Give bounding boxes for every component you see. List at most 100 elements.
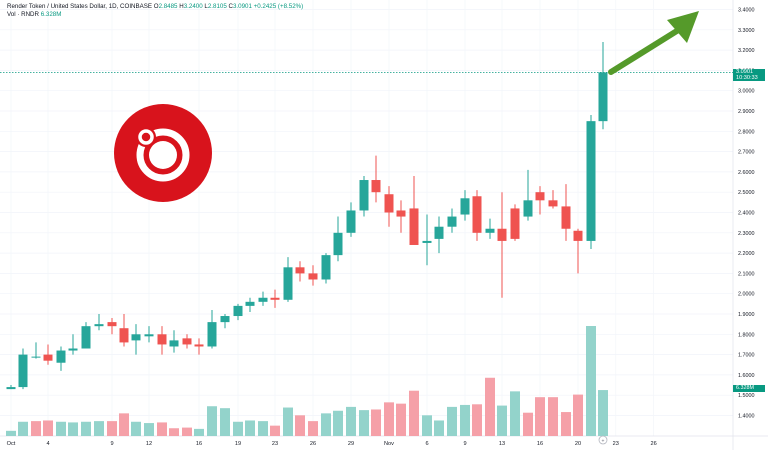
volume-bar bbox=[409, 390, 419, 436]
date-tick-label: 16 bbox=[196, 441, 202, 447]
close-value: 3.0901 bbox=[232, 3, 252, 10]
volume-bar bbox=[18, 421, 28, 436]
candle-body bbox=[371, 180, 381, 193]
volume-bar bbox=[561, 412, 571, 436]
volume-label[interactable]: Vol · RNDR bbox=[7, 11, 39, 18]
volume-bar bbox=[308, 421, 318, 436]
candle-body bbox=[119, 328, 129, 343]
volume-bar bbox=[396, 403, 406, 436]
price-axis[interactable]: 3.40003.30003.20003.10003.00002.90002.80… bbox=[738, 8, 755, 420]
candle-body bbox=[573, 230, 583, 241]
close-label: C bbox=[228, 3, 233, 10]
candle-body bbox=[523, 200, 533, 217]
candle-body bbox=[422, 240, 432, 243]
price-tick-label: 3.4000 bbox=[738, 8, 755, 14]
candle-body bbox=[157, 334, 167, 345]
volume-bar bbox=[447, 406, 457, 436]
candle-body bbox=[131, 334, 141, 341]
candle-body bbox=[497, 228, 507, 241]
volume-bar bbox=[384, 402, 394, 436]
volume-bar bbox=[220, 408, 230, 436]
date-tick-label: 26 bbox=[650, 441, 656, 447]
candle-body bbox=[434, 226, 444, 239]
price-tick-label: 2.7000 bbox=[738, 150, 755, 156]
price-tick-label: 1.7000 bbox=[738, 353, 755, 359]
volume-bar bbox=[510, 391, 520, 436]
candle-body bbox=[485, 228, 495, 233]
volume-bar bbox=[472, 404, 482, 436]
candle-body bbox=[233, 305, 243, 317]
candle-body bbox=[220, 316, 230, 323]
render-token-logo-icon bbox=[114, 104, 212, 202]
volume-bar bbox=[157, 422, 167, 436]
candle-body bbox=[258, 297, 268, 302]
volume-bar bbox=[333, 410, 343, 436]
date-tick-label: 23 bbox=[272, 441, 278, 447]
volume-tag: 6.328M bbox=[733, 385, 765, 392]
date-tick-label: Nov bbox=[384, 441, 394, 447]
volume-bar bbox=[346, 406, 356, 436]
symbol-title[interactable]: Render Token / United States Dollar, 1D,… bbox=[7, 3, 153, 10]
volume-bar bbox=[548, 397, 558, 436]
volume-value: 6.328M bbox=[40, 11, 62, 18]
date-tick-label: 13 bbox=[499, 441, 505, 447]
volume-bar bbox=[43, 420, 53, 436]
date-tick-label: 26 bbox=[310, 441, 316, 447]
volume-bar bbox=[295, 415, 305, 436]
volume-bar bbox=[359, 410, 369, 436]
price-tick-label: 2.9000 bbox=[738, 109, 755, 115]
volume-bar bbox=[107, 421, 117, 436]
candle-body bbox=[396, 210, 406, 217]
price-tick-label: 2.8000 bbox=[738, 129, 755, 135]
time-axis[interactable]: Oct 4 9 12 16 19 23 26 29 Nov 6 9 13 16 20 23 26 bbox=[7, 441, 657, 447]
date-tick-label: 19 bbox=[235, 441, 241, 447]
candle-body bbox=[245, 301, 255, 306]
price-tick-label: 3.2000 bbox=[738, 48, 755, 54]
volume-bar bbox=[523, 412, 533, 436]
date-tick-label: 4 bbox=[46, 441, 49, 447]
candle-body bbox=[270, 297, 280, 300]
candle-body bbox=[333, 232, 343, 256]
price-tick-label: 1.4000 bbox=[738, 414, 755, 420]
price-tick-label: 2.6000 bbox=[738, 170, 755, 176]
candle-body bbox=[207, 322, 217, 347]
price-tick-label: 2.4000 bbox=[738, 211, 755, 217]
candle-body bbox=[169, 340, 179, 347]
candle-body bbox=[346, 210, 356, 233]
candle-body bbox=[359, 180, 369, 211]
bar-countdown: 10:30:33 bbox=[736, 75, 758, 81]
svg-text:+: + bbox=[602, 438, 605, 444]
date-tick-label: 20 bbox=[575, 441, 581, 447]
volume-bar bbox=[207, 406, 217, 436]
volume-bar bbox=[460, 404, 470, 436]
projection-arrow-icon bbox=[608, 11, 699, 75]
volume-bar bbox=[182, 427, 192, 436]
candle-body bbox=[94, 324, 104, 327]
candle-body bbox=[295, 267, 305, 274]
candle-body bbox=[43, 354, 53, 361]
price-tick-label: 3.3000 bbox=[738, 28, 755, 34]
date-tick-label: 9 bbox=[110, 441, 113, 447]
candle-body bbox=[182, 338, 192, 345]
price-tick-label: 2.0000 bbox=[738, 292, 755, 298]
candle-body bbox=[56, 350, 66, 363]
last-price-tag: 3.0901 10:30:33 bbox=[733, 69, 765, 81]
volume-bar bbox=[233, 421, 243, 436]
price-tick-label: 1.9000 bbox=[738, 312, 755, 318]
price-tick-label: 3.0000 bbox=[738, 89, 755, 95]
volume-bar bbox=[144, 423, 154, 436]
volume-bars bbox=[6, 326, 608, 436]
price-tick-label: 1.8000 bbox=[738, 332, 755, 338]
candle-body bbox=[144, 334, 154, 337]
candle-body bbox=[68, 348, 78, 351]
volume-bar bbox=[598, 390, 608, 436]
candle-body bbox=[409, 208, 419, 245]
high-label: H bbox=[179, 3, 184, 10]
candle-body bbox=[586, 121, 596, 241]
volume-bar bbox=[94, 421, 104, 436]
clock-icon[interactable]: + bbox=[598, 435, 608, 445]
date-tick-label: 9 bbox=[463, 441, 466, 447]
volume-bar bbox=[131, 421, 141, 436]
candle-body bbox=[548, 200, 558, 207]
